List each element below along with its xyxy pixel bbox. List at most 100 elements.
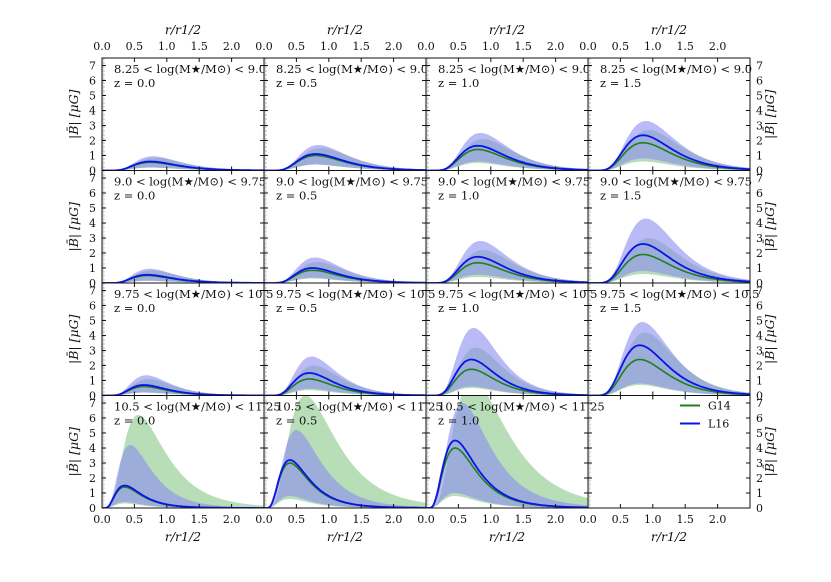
ytick-label-right-r2-0: 0: [756, 390, 763, 403]
ytick-label-right-r3-0: 0: [756, 502, 763, 515]
ytick-label-left-r0-4: 4: [89, 105, 96, 118]
panel-r1-c1: 9.0 < log(M★/M⊙) < 9.75z = 0.5: [263, 170, 428, 284]
ytick-label-left-r0-5: 5: [89, 90, 96, 103]
ytick-label-right-r2-5: 5: [756, 315, 763, 328]
l16-band-r2-c3: [588, 322, 750, 396]
xtick-label-bottom-c2-0: 0.0: [417, 513, 435, 526]
panel-r0-c2: 8.25 < log(M★/M⊙) < 9.0z = 1.0: [425, 57, 590, 171]
panel-r3-c0: 10.5 < log(M★/M⊙) < 11.25z = 0.0: [101, 395, 281, 509]
xtick-label-bottom-c1-0: 0.0: [255, 513, 273, 526]
panel-r0-c3: 8.25 < log(M★/M⊙) < 9.0z = 1.5: [587, 57, 752, 171]
xlabel-top-c3: r/r1/2: [651, 22, 687, 37]
xtick-label-top-c3-4: 2.0: [709, 40, 727, 53]
ytick-label-right-r0-7: 7: [756, 60, 763, 73]
panel-mass-label-r2-c0: 9.75 < log(M★/M⊙) < 10.5: [114, 287, 273, 301]
panel-redshift-label-r2-c1: z = 0.5: [276, 301, 317, 315]
ytick-label-left-r0-0: 0: [89, 165, 96, 178]
inner-region-shade-r3-c3: [588, 395, 590, 508]
xtick-label-top-c2-4: 2.0: [547, 40, 565, 53]
ytick-label-right-r1-2: 2: [756, 247, 763, 260]
xlabel-bottom-c0: r/r1/2: [165, 529, 201, 544]
xtick-label-top-c3-1: 0.5: [612, 40, 630, 53]
l16-line-r0-c2: [426, 144, 588, 171]
ytick-label-right-r0-1: 1: [756, 150, 763, 163]
panel-r1-c2: 9.0 < log(M★/M⊙) < 9.75z = 1.0: [425, 170, 590, 284]
inner-region-shade-r0-c3: [588, 58, 590, 171]
panel-r1-c0: 9.0 < log(M★/M⊙) < 9.75z = 0.0: [101, 170, 266, 284]
xtick-label-bottom-c3-4: 2.0: [709, 513, 727, 526]
legend-g14-label: G14: [708, 400, 731, 413]
ytick-label-right-r1-4: 4: [756, 217, 763, 230]
inner-region-shade-r2-c3: [588, 283, 590, 396]
panel-frame-r3-c3: [587, 395, 751, 509]
ytick-label-left-r2-3: 3: [89, 345, 96, 358]
ytick-label-left-r1-1: 1: [89, 262, 96, 275]
ytick-label-left-r2-6: 6: [89, 300, 96, 313]
inner-region-shade-r2-c1: [264, 283, 266, 396]
l16-band-r0-c3: [588, 121, 750, 171]
ytick-label-left-r2-1: 1: [89, 375, 96, 388]
l16-band-r2-c0: [102, 375, 264, 396]
panel-mass-label-r0-c0: 8.25 < log(M★/M⊙) < 9.0: [114, 62, 266, 76]
l16-line-r0-c1: [264, 153, 426, 171]
ylabel-right-r2: |B̄| [μG]: [762, 314, 777, 364]
ytick-label-left-r2-2: 2: [89, 360, 96, 373]
panel-plot-area-r1-c3: [588, 170, 750, 283]
g14-line-r2-c3: [588, 358, 750, 396]
ytick-label-right-r2-6: 6: [756, 300, 763, 313]
panel-plot-area-r2-c1: [264, 283, 426, 396]
ytick-label-right-r2-3: 3: [756, 345, 763, 358]
xtick-label-bottom-c2-3: 1.5: [514, 513, 532, 526]
panel-mass-label-r0-c2: 8.25 < log(M★/M⊙) < 9.0: [438, 62, 590, 76]
panel-redshift-label-r3-c2: z = 1.0: [438, 414, 479, 428]
l16-line-r3-c2: [426, 439, 588, 508]
xtick-label-bottom-c3-3: 1.5: [676, 513, 694, 526]
ytick-label-left-r1-5: 5: [89, 202, 96, 215]
xtick-label-bottom-c1-4: 2.0: [385, 513, 403, 526]
xtick-label-bottom-c3-0: 0.0: [579, 513, 597, 526]
panel-r0-c0: 8.25 < log(M★/M⊙) < 9.0z = 0.0: [101, 57, 266, 171]
ytick-label-left-r3-3: 3: [89, 457, 96, 470]
inner-region-shade-r1-c0: [102, 170, 104, 283]
panel-plot-area-r3-c2: [426, 395, 588, 508]
ytick-label-right-r3-4: 4: [756, 442, 763, 455]
xtick-label-top-c3-2: 1.0: [644, 40, 662, 53]
l16-band-r3-c2: [426, 403, 588, 508]
ytick-label-right-r3-1: 1: [756, 487, 763, 500]
xlabel-top-c1: r/r1/2: [327, 22, 363, 37]
ytick-label-right-r0-0: 0: [756, 165, 763, 178]
panel-mass-label-r3-c0: 10.5 < log(M★/M⊙) < 11.25: [114, 400, 281, 414]
panel-mass-label-r2-c2: 9.75 < log(M★/M⊙) < 10.5: [438, 287, 597, 301]
panel-r0-c1: 8.25 < log(M★/M⊙) < 9.0z = 0.5: [263, 57, 428, 171]
panel-mass-label-r1-c1: 9.0 < log(M★/M⊙) < 9.75: [276, 175, 428, 189]
ytick-label-right-r3-6: 6: [756, 412, 763, 425]
ytick-label-left-r0-2: 2: [89, 135, 96, 148]
legend-l16-label: L16: [708, 418, 729, 431]
g14-line-r1-c3: [588, 253, 750, 283]
xlabel-top-c2: r/r1/2: [489, 22, 525, 37]
ylabel-right-r1: |B̄| [μG]: [762, 202, 777, 252]
xtick-label-bottom-c0-4: 2.0: [223, 513, 241, 526]
panel-r2-c3: 9.75 < log(M★/M⊙) < 10.5z = 1.5: [587, 282, 759, 396]
ytick-label-right-r1-6: 6: [756, 187, 763, 200]
ytick-label-right-r2-7: 7: [756, 285, 763, 298]
inner-region-shade-r3-c2: [426, 395, 428, 508]
ytick-label-left-r3-6: 6: [89, 412, 96, 425]
l16-band-r2-c2: [426, 328, 588, 396]
xtick-label-bottom-c1-2: 1.0: [320, 513, 338, 526]
ytick-label-left-r1-3: 3: [89, 232, 96, 245]
l16-band-r1-c1: [264, 257, 426, 283]
ytick-label-right-r1-5: 5: [756, 202, 763, 215]
xlabel-bottom-c1: r/r1/2: [327, 529, 363, 544]
xtick-label-top-c2-1: 0.5: [450, 40, 468, 53]
inner-region-shade-r2-c2: [426, 283, 428, 396]
ytick-label-left-r2-4: 4: [89, 330, 96, 343]
ytick-label-right-r1-1: 1: [756, 262, 763, 275]
ytick-label-left-r1-6: 6: [89, 187, 96, 200]
ylabel-left-r2: |B̄| [μG]: [66, 314, 81, 364]
panel-r1-c3: 9.0 < log(M★/M⊙) < 9.75z = 1.5: [587, 170, 752, 284]
ytick-label-left-r3-0: 0: [89, 502, 96, 515]
panel-redshift-label-r1-c1: z = 0.5: [276, 189, 317, 203]
panel-mass-label-r1-c0: 9.0 < log(M★/M⊙) < 9.75: [114, 175, 266, 189]
panel-r2-c1: 9.75 < log(M★/M⊙) < 10.5z = 0.5: [263, 282, 435, 396]
